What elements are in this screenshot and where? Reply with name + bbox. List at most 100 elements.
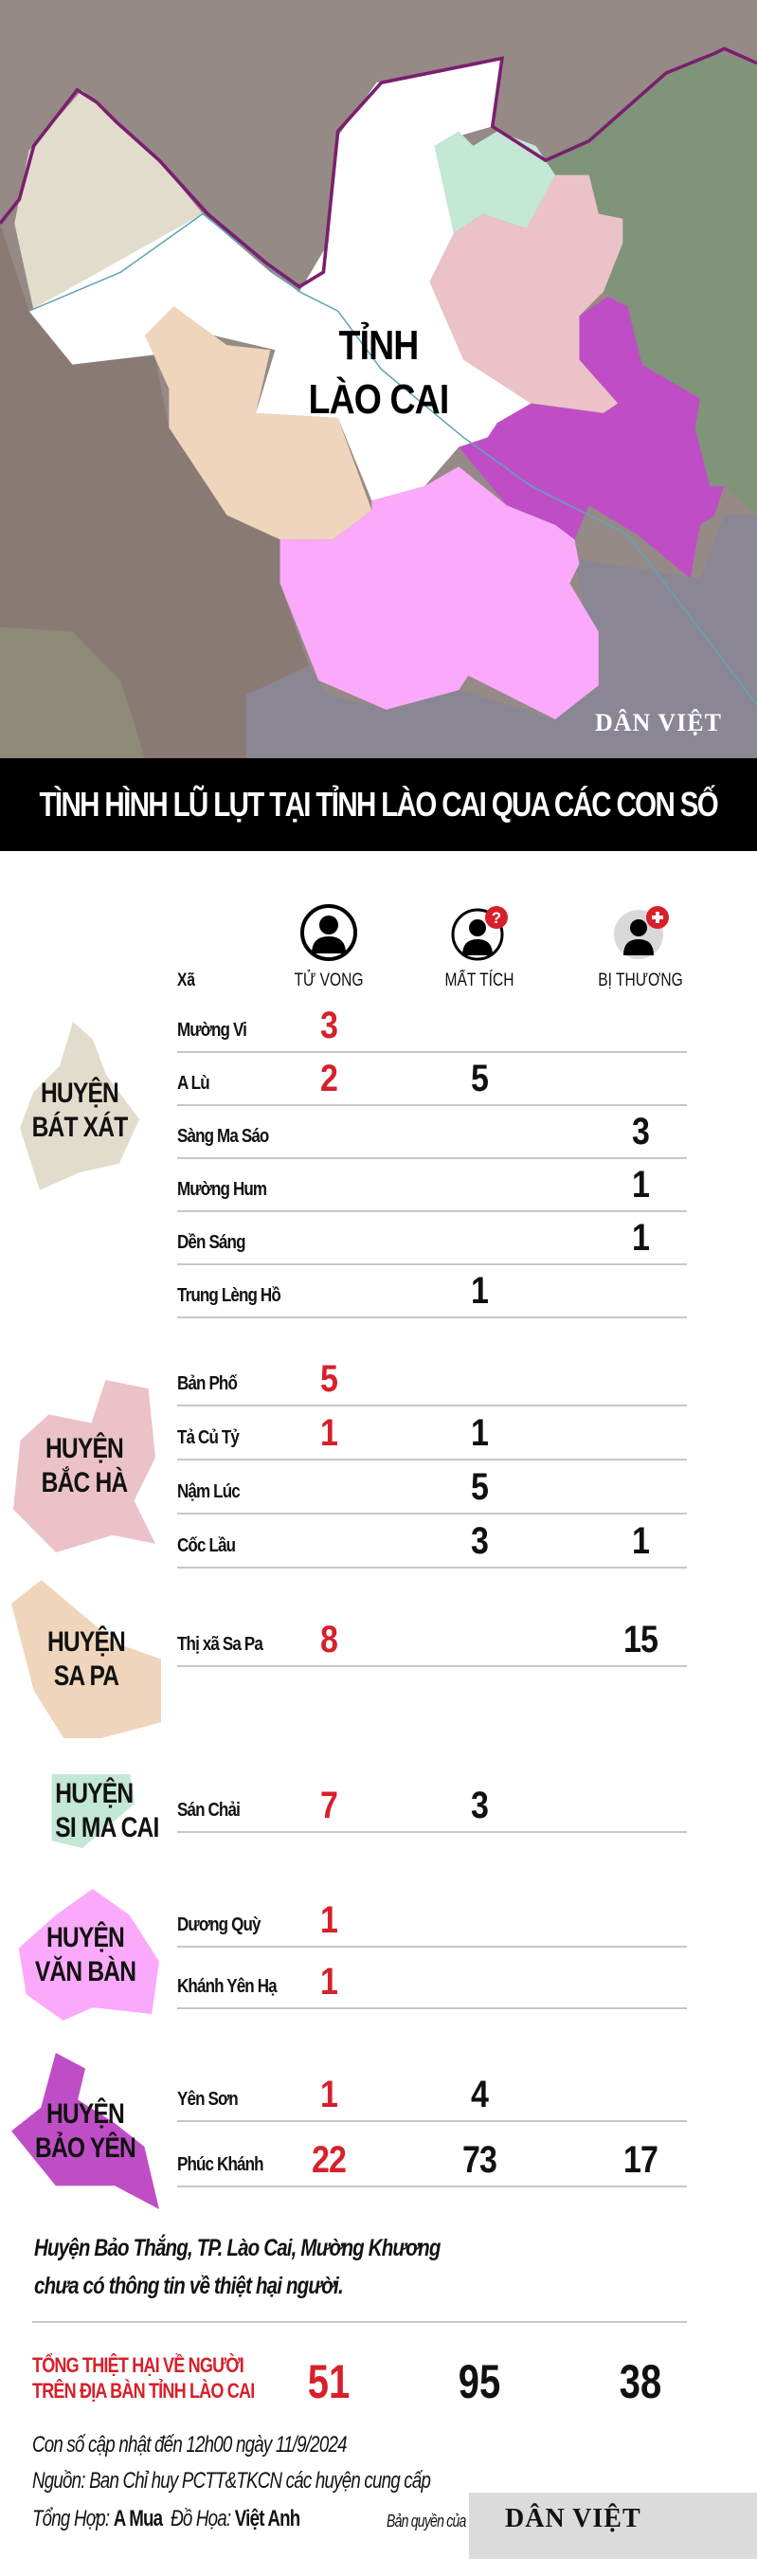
district-shape-fill [51, 1774, 135, 1848]
district-label-line1: HUYỆN [46, 1625, 126, 1658]
district-label: HUYỆN BẮC HÀ [27, 1432, 143, 1500]
district-label: HUYỆN BÁT XÁT [26, 1077, 135, 1145]
district-shape [20, 1022, 139, 1190]
cell-bi-thuong: 15 [622, 1619, 658, 1660]
cell-bi-thuong: 1 [631, 1520, 650, 1562]
commune-name: Dương Quỳ [177, 1914, 261, 1935]
map-region-east [540, 53, 757, 516]
district-label-line2: BÁT XÁT [31, 1111, 129, 1143]
commune-name: Thị xã Sa Pa [177, 1634, 263, 1655]
cell-bi-thuong: 3 [631, 1111, 650, 1152]
total-bi-thuong: 38 [619, 2355, 662, 2408]
map-label-line2: LÀO CAI [308, 376, 450, 423]
table-row: Mường Hum 1 [177, 1159, 687, 1212]
table-row: Cốc Lầu 3 1 [177, 1515, 687, 1569]
compiled-by: A Mua [113, 2506, 163, 2531]
cell-tu-vong: 5 [319, 1358, 338, 1400]
table-row: Tả Củ Tỷ 1 1 [177, 1406, 687, 1460]
map-region-west [0, 223, 310, 758]
cell-tu-vong: 1 [319, 1961, 338, 2003]
map-label-line1: TỈNH [338, 322, 420, 369]
district-shape [13, 1380, 155, 1552]
table-row: Trung Lèng Hồ 1 [177, 1265, 687, 1318]
district-label-line1: HUYỆN [40, 1077, 119, 1109]
commune-name: Nậm Lúc [177, 1481, 241, 1502]
column-header-xa: Xã [177, 971, 196, 990]
cell-tu-vong: 1 [319, 2074, 338, 2115]
map-region-southeast [245, 515, 757, 758]
table-row: Bản Phố 5 [177, 1352, 687, 1406]
district-label-line2: BẢO YÊN [35, 2132, 136, 2164]
note-line2: chưa có thông tin về thiệt hại người. [34, 2273, 344, 2299]
total-tu-vong: 51 [307, 2355, 351, 2408]
graphics-label: Đồ Họa: [171, 2506, 231, 2531]
cell-mat-tich: 3 [470, 1520, 489, 1562]
commune-name: Dền Sáng [177, 1232, 245, 1253]
district-label: HUYỆN BẢO YÊN [25, 2097, 146, 2166]
cell-bi-thuong: 1 [631, 1164, 650, 1206]
footer-updated: Con số cập nhật đến 12h00 ngày 11/9/2024 [32, 2432, 347, 2458]
commune-name: Sán Chải [177, 1800, 241, 1821]
map-border [0, 46, 757, 289]
river-lines [28, 212, 757, 706]
cell-mat-tich: 5 [470, 1466, 489, 1508]
district-shape [51, 1774, 135, 1848]
svg-text:?: ? [492, 909, 501, 927]
district-shape-fill [20, 1022, 139, 1190]
district-label-line1: HUYỆN [45, 1433, 124, 1464]
commune-name: Bản Phố [177, 1373, 238, 1394]
commune-name: Tả Củ Tỷ [177, 1427, 240, 1448]
graphics-by: Việt Anh [234, 2506, 300, 2531]
district-shape [11, 1580, 161, 1738]
person-icon [300, 904, 357, 961]
district-label-line1: HUYỆN [45, 1921, 125, 1953]
map-bao-yen [459, 296, 725, 579]
table-row: Nậm Lúc 5 [177, 1460, 687, 1515]
district-label: HUYỆN VĂN BÀN [25, 1921, 146, 1989]
dan-viet-logo: DÂN VIỆT [595, 709, 722, 736]
district-shape-fill [11, 2053, 159, 2209]
district-label-line2: BẮC HÀ [41, 1467, 129, 1498]
district-shape-fill [18, 1889, 159, 2021]
district-label-line2: SA PA [53, 1660, 119, 1692]
cell-bi-thuong: 1 [631, 1217, 650, 1259]
cell-mat-tich: 4 [470, 2074, 489, 2115]
divider [32, 2321, 687, 2323]
table-row: Mường Vi 3 [177, 1000, 687, 1053]
cell-bi-thuong: 17 [622, 2139, 658, 2181]
person-missing-icon: ? [451, 906, 508, 961]
district-label: HUYỆN SA PA [25, 1625, 148, 1694]
title-bar: TÌNH HÌNH LŨ LỤT TẠI TỈNH LÀO CAI QUA CÁ… [0, 758, 757, 851]
watermark-box [469, 2493, 757, 2559]
table-row: A Lù 2 5 [177, 1053, 687, 1106]
compiled-label: Tổng Hợp: [32, 2506, 110, 2531]
district-shape [18, 1889, 159, 2021]
commune-name: Khánh Yên Hạ [177, 1976, 278, 1997]
commune-name: Mường Vi [177, 1020, 247, 1041]
copyright-label: Bản quyền của [387, 2512, 466, 2531]
cell-mat-tich: 1 [470, 1412, 489, 1454]
map-sa-pa [144, 306, 372, 540]
cell-mat-tich: 73 [461, 2139, 497, 2181]
page-title: TÌNH HÌNH LŨ LỤT TẠI TỈNH LÀO CAI QUA CÁ… [39, 785, 719, 824]
cell-tu-vong: 3 [319, 1005, 338, 1046]
table-row: Dền Sáng 1 [177, 1212, 687, 1265]
map-graphic [0, 0, 757, 758]
map-van-ban [279, 466, 599, 719]
map-bac-ha [429, 174, 623, 413]
district-label-line2: SI MA CAI [55, 1812, 159, 1843]
footer-source: Nguồn: Ban Chỉ huy PCTT&TKCN các huyện c… [32, 2468, 431, 2494]
commune-name: Sàng Ma Sáo [177, 1126, 269, 1147]
column-header-mat-tich: MẤT TÍCH [444, 971, 514, 990]
table-row: Sán Chải 7 3 [177, 1780, 687, 1833]
cell-tu-vong: 1 [319, 1412, 338, 1454]
province-map: TỈNH LÀO CAI DÂN VIỆT [0, 0, 757, 758]
table-row: Dương Quỳ 1 [177, 1886, 687, 1948]
district-label: HUYỆN SI MA CAI [55, 1777, 159, 1845]
cell-tu-vong: 7 [319, 1785, 338, 1826]
commune-name: Cốc Lầu [177, 1535, 236, 1556]
footer-dan-viet-logo: DÂN VIỆT [505, 2504, 641, 2533]
cell-mat-tich: 5 [470, 1058, 489, 1099]
table-row: Yên Sơn 1 4 [177, 2057, 687, 2122]
table-row: Sàng Ma Sáo 3 [177, 1106, 687, 1159]
